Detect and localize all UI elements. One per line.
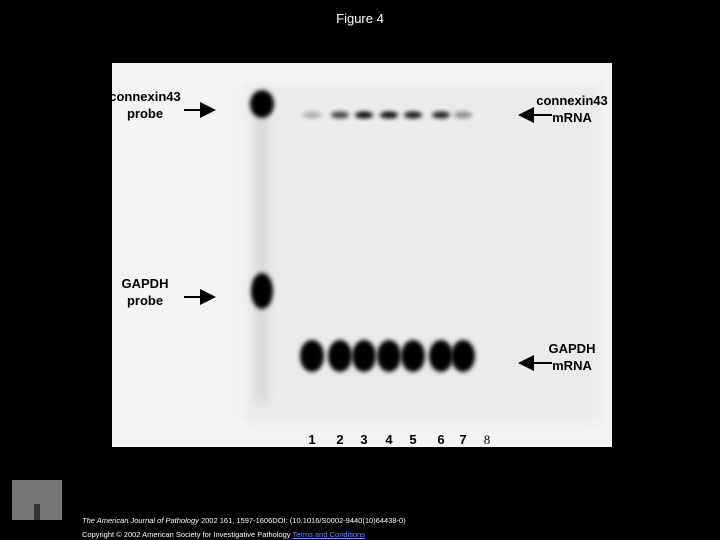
probe-lane-smear	[255, 103, 269, 403]
left-label: probe	[127, 106, 163, 121]
left-label: GAPDH	[122, 276, 169, 291]
connexin-mrna-band	[303, 111, 321, 119]
connexin-mrna-band	[380, 111, 398, 119]
lane-number: 4	[385, 432, 393, 447]
gapdh-mrna-band	[451, 340, 475, 372]
lane-number: 7	[459, 432, 466, 447]
right-label: connexin43	[536, 93, 608, 108]
lane-number: 6	[437, 432, 444, 447]
connexin-mrna-band	[432, 111, 450, 119]
lane-number: 1	[308, 432, 315, 447]
gapdh-mrna-band	[429, 340, 453, 372]
gel-figure: 1 2 3 4 5 6 7 8 connexin43 probe GAPDH probe connexi…	[112, 63, 612, 447]
gel-haze	[242, 83, 602, 423]
journal-name: The American Journal of Pathology	[82, 516, 199, 525]
gapdh-probe-band	[251, 273, 273, 309]
gapdh-mrna-band	[300, 340, 324, 372]
right-label: GAPDH	[549, 341, 596, 356]
gapdh-mrna-band	[352, 340, 376, 372]
logo-trunk	[34, 504, 40, 520]
citation-text: 2002 161, 1597-1606DOI: (10.1016/S0002-9…	[198, 516, 406, 525]
connexin-mrna-band	[454, 111, 472, 119]
lane-number: 3	[360, 432, 367, 447]
right-label: mRNA	[552, 358, 592, 373]
citation: The American Journal of Pathology 2002 1…	[82, 514, 406, 528]
terms-link[interactable]: Terms and Conditions	[292, 530, 366, 539]
copyright: Copyright © 2002 American Society for In…	[82, 528, 406, 540]
connexin-mrna-band	[355, 111, 373, 119]
left-label: connexin43	[112, 89, 181, 104]
lane-number: 2	[336, 432, 343, 447]
footer: The American Journal of Pathology 2002 1…	[82, 514, 406, 540]
elsevier-logo: ELSEVIER	[12, 480, 62, 534]
gapdh-mrna-band	[377, 340, 401, 372]
connexin-probe-band	[250, 90, 274, 118]
copyright-text: Copyright © 2002 American Society for In…	[82, 530, 293, 539]
gapdh-mrna-band	[328, 340, 352, 372]
logo-text: ELSEVIER	[15, 524, 61, 534]
gapdh-mrna-band	[401, 340, 425, 372]
right-label: mRNA	[552, 110, 592, 125]
connexin-mrna-band	[404, 111, 422, 119]
connexin-mrna-band	[331, 111, 349, 119]
slide-title: Figure 4	[336, 11, 384, 26]
lane-number: 8	[484, 432, 491, 447]
left-label: probe	[127, 293, 163, 308]
lane-number: 5	[409, 432, 416, 447]
